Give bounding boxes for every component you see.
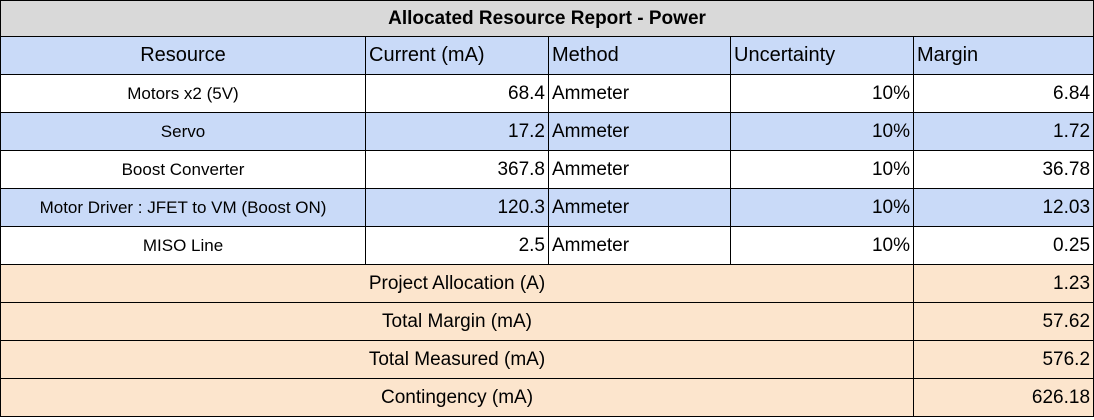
summary-row: Total Measured (mA) 576.2 <box>0 340 1094 379</box>
cell-current: 68.4 <box>365 74 549 113</box>
header-current: Current (mA) <box>365 36 549 75</box>
summary-value: 626.18 <box>912 378 1094 417</box>
summary-label: Project Allocation (A) <box>0 264 914 303</box>
table-row: Boost Converter 367.8 Ammeter 10% 36.78 <box>0 150 1094 189</box>
cell-uncertainty: 10% <box>730 188 914 227</box>
cell-margin: 36.78 <box>912 150 1094 189</box>
cell-current: 2.5 <box>365 226 549 265</box>
summary-row: Total Margin (mA) 57.62 <box>0 302 1094 341</box>
cell-current: 367.8 <box>365 150 549 189</box>
cell-current: 17.2 <box>365 112 549 151</box>
summary-label: Total Measured (mA) <box>0 340 914 379</box>
cell-method: Ammeter <box>548 150 731 189</box>
table-row: Motors x2 (5V) 68.4 Ammeter 10% 6.84 <box>0 74 1094 113</box>
summary-value: 576.2 <box>912 340 1094 379</box>
table-row: Servo 17.2 Ammeter 10% 1.72 <box>0 112 1094 151</box>
summary-row: Project Allocation (A) 1.23 <box>0 264 1094 303</box>
cell-method: Ammeter <box>548 112 731 151</box>
cell-margin: 0.25 <box>912 226 1094 265</box>
cell-current: 120.3 <box>365 188 549 227</box>
cell-method: Ammeter <box>548 188 731 227</box>
cell-method: Ammeter <box>548 226 731 265</box>
cell-resource: Boost Converter <box>0 150 366 189</box>
summary-value: 57.62 <box>912 302 1094 341</box>
cell-margin: 12.03 <box>912 188 1094 227</box>
cell-resource: Servo <box>0 112 366 151</box>
table-row: Motor Driver : JFET to VM (Boost ON) 120… <box>0 188 1094 227</box>
header-margin: Margin <box>912 36 1094 75</box>
cell-margin: 1.72 <box>912 112 1094 151</box>
cell-uncertainty: 10% <box>730 74 914 113</box>
cell-margin: 6.84 <box>912 74 1094 113</box>
cell-resource: Motors x2 (5V) <box>0 74 366 113</box>
table-row: MISO Line 2.5 Ammeter 10% 0.25 <box>0 226 1094 265</box>
cell-resource: Motor Driver : JFET to VM (Boost ON) <box>0 188 366 227</box>
summary-label: Total Margin (mA) <box>0 302 914 341</box>
cell-uncertainty: 10% <box>730 226 914 265</box>
summary-label: Contingency (mA) <box>0 378 914 417</box>
title-row: Allocated Resource Report - Power <box>0 0 1094 37</box>
report-title: Allocated Resource Report - Power <box>0 0 1094 37</box>
header-method: Method <box>548 36 731 75</box>
summary-value: 1.23 <box>912 264 1094 303</box>
header-row: Resource Current (mA) Method Uncertainty… <box>0 36 1094 75</box>
summary-row: Contingency (mA) 626.18 <box>0 378 1094 417</box>
header-uncertainty: Uncertainty <box>730 36 914 75</box>
cell-resource: MISO Line <box>0 226 366 265</box>
header-resource: Resource <box>0 36 366 75</box>
cell-uncertainty: 10% <box>730 150 914 189</box>
cell-uncertainty: 10% <box>730 112 914 151</box>
cell-method: Ammeter <box>548 74 731 113</box>
